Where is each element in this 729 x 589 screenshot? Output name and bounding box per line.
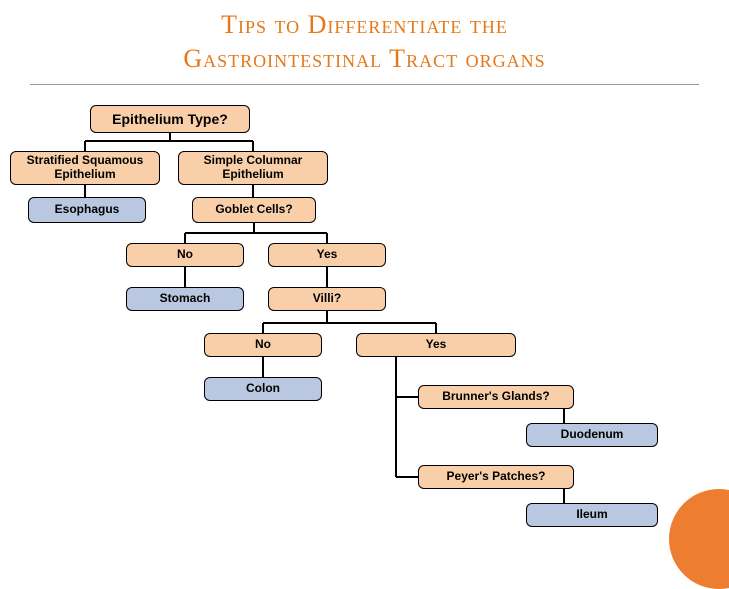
node-goblet: Goblet Cells? xyxy=(192,197,316,223)
node-gob_yes: Yes xyxy=(268,243,386,267)
node-ileum: Ileum xyxy=(526,503,658,527)
node-strat: Stratified SquamousEpithelium xyxy=(10,151,160,185)
node-simple: Simple ColumnarEpithelium xyxy=(178,151,328,185)
title-line-2: Gastrointestinal Tract organs xyxy=(183,44,545,73)
node-gob_no: No xyxy=(126,243,244,267)
node-colon: Colon xyxy=(204,377,322,401)
node-esophagus: Esophagus xyxy=(28,197,146,223)
node-peyer: Peyer's Patches? xyxy=(418,465,574,489)
title-line-1: Tips to Differentiate the xyxy=(221,10,508,39)
flowchart-canvas: Epithelium Type? Stratified SquamousEpith… xyxy=(0,85,729,565)
node-root: Epithelium Type? xyxy=(90,105,250,133)
node-villi_yes: Yes xyxy=(356,333,516,357)
node-villi: Villi? xyxy=(268,287,386,311)
node-stomach: Stomach xyxy=(126,287,244,311)
node-brunner: Brunner's Glands? xyxy=(418,385,574,409)
page-title: Tips to Differentiate the Gastrointestin… xyxy=(0,0,729,76)
node-duodenum: Duodenum xyxy=(526,423,658,447)
node-villi_no: No xyxy=(204,333,322,357)
